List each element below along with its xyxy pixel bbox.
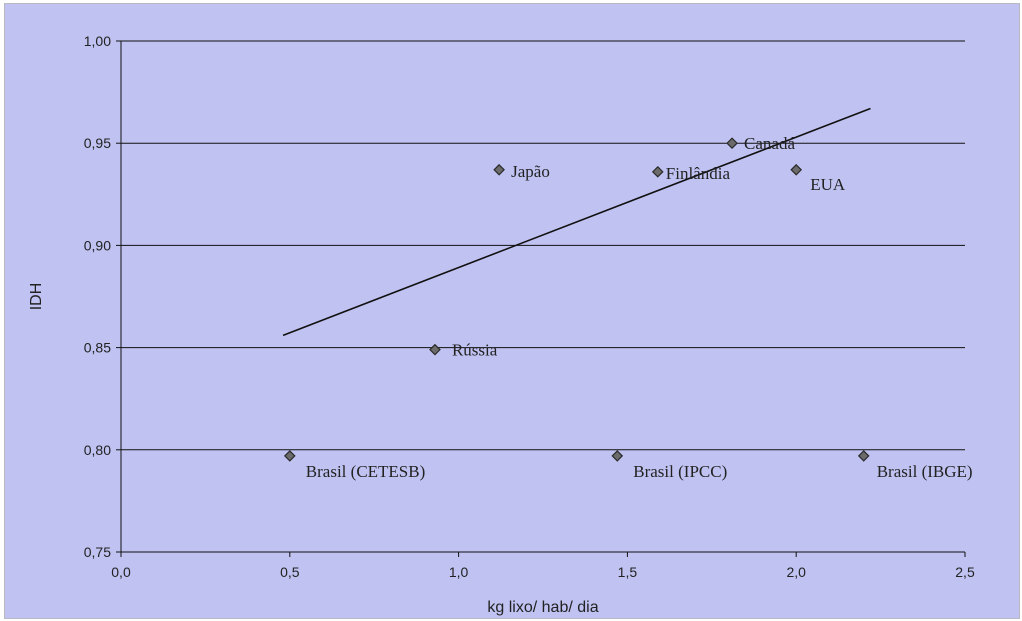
y-tick-label: 0,75 [84, 544, 111, 560]
x-tick-label: 0,5 [280, 564, 300, 580]
x-tick-label: 2,5 [955, 564, 975, 580]
data-point [429, 343, 441, 356]
x-tick-label: 1,5 [618, 564, 638, 580]
data-point [611, 450, 624, 462]
data-point [726, 137, 738, 150]
data-point [493, 163, 505, 176]
chart-area: 0,75 0,80 0,85 0,90 0,95 1,00 0,0 0,5 1,0 1,5 2,0 2… [4, 3, 1020, 619]
y-axis-title: IDH [28, 283, 45, 311]
scatter-chart: 0,75 0,80 0,85 0,90 0,95 1,00 0,0 0,5 1,0 1,5 2,0 2… [28, 33, 975, 616]
point-label: Finlândia [666, 164, 731, 183]
point-label: Canadá [744, 134, 795, 153]
y-tick-label: 1,00 [84, 33, 111, 49]
y-tick-label: 0,90 [84, 237, 111, 253]
x-axis-title: kg lixo/ hab/ dia [487, 599, 598, 616]
data-point [790, 163, 803, 176]
point-label: EUA [810, 175, 846, 194]
point-label: Brasil (IPCC) [633, 462, 727, 481]
data-point [651, 165, 664, 178]
x-tick-label: 2,0 [786, 564, 806, 580]
point-label: Rússia [452, 341, 498, 360]
y-tick-label: 0,95 [84, 135, 111, 151]
x-tick-label: 0,0 [111, 564, 131, 580]
trendline [282, 107, 871, 337]
point-label: Japão [511, 162, 550, 181]
y-tick-label: 0,85 [84, 340, 111, 356]
data-point [283, 450, 296, 462]
y-tick-label: 0,80 [84, 442, 111, 458]
point-label: Brasil (IBGE) [877, 462, 973, 481]
data-point [857, 450, 870, 462]
point-label: Brasil (CETESB) [306, 462, 425, 481]
x-tick-label: 1,0 [449, 564, 469, 580]
